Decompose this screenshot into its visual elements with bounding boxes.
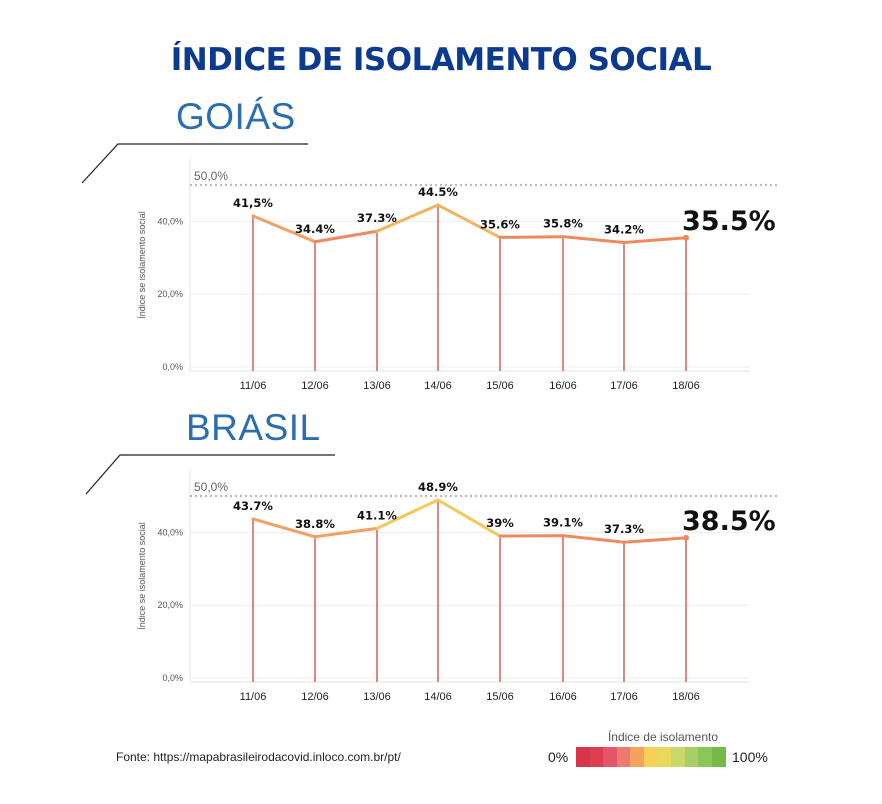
data-label: 34.2% xyxy=(604,223,644,237)
x-tick-label: 13/06 xyxy=(363,691,391,703)
series-line-segment xyxy=(561,235,626,245)
series-line-segment xyxy=(561,534,626,544)
series-line-segment xyxy=(436,498,502,538)
legend-swatch xyxy=(589,747,604,767)
series-line-segment xyxy=(498,235,565,239)
series-line-segment xyxy=(251,214,317,244)
main-title: ÍNDICE DE ISOLAMENTO SOCIAL xyxy=(170,42,712,78)
y-tick-label: 20,0% xyxy=(157,600,183,610)
data-label: 48.9% xyxy=(418,480,458,494)
legend-swatch xyxy=(671,747,685,767)
data-label: 35.6% xyxy=(480,217,520,231)
legend-swatch xyxy=(657,747,672,767)
legend-title: Índice de isolamento xyxy=(607,730,719,744)
x-tick-label: 16/06 xyxy=(549,380,577,392)
legend-max-label: 100% xyxy=(732,749,768,765)
series-line-segment xyxy=(313,229,379,244)
goias-title-underline xyxy=(81,143,308,184)
x-tick-label: 15/06 xyxy=(486,691,514,703)
data-label: 34.4% xyxy=(295,222,335,236)
series-line-segment xyxy=(313,526,379,539)
legend-swatch xyxy=(711,747,726,767)
brasil-line-chart: 0,0% 20,0% 40,0% 50,0% Índice se isolamento … xyxy=(137,470,778,703)
reference-label: 50,0% xyxy=(194,169,228,183)
y-tick-label: 0,0% xyxy=(162,673,183,683)
x-tick-label: 14/06 xyxy=(424,691,452,703)
brasil-title-underline xyxy=(85,454,335,495)
x-tick-label: 18/06 xyxy=(672,380,700,392)
x-tick-label: 14/06 xyxy=(424,380,452,392)
brasil-region-title: BRASIL xyxy=(186,407,321,448)
data-label: 44.5% xyxy=(418,185,458,199)
legend-swatch xyxy=(603,747,617,767)
series-line-segment xyxy=(622,536,688,544)
y-tick-label: 40,0% xyxy=(157,527,183,537)
source-text: Fonte: https://mapabrasileirodacovid.inl… xyxy=(116,750,401,764)
data-label: 39.1% xyxy=(543,516,583,530)
data-label: 39% xyxy=(486,516,514,530)
x-tick-label: 12/06 xyxy=(301,691,329,703)
highlight-value-label: 35.5% xyxy=(682,206,776,237)
series-line-segment xyxy=(622,236,688,245)
legend-swatch xyxy=(698,747,712,767)
y-axis-label: Índice se isolamento social xyxy=(137,522,147,630)
data-label: 38.8% xyxy=(295,517,335,531)
legend-swatch xyxy=(684,747,699,767)
data-label: 37.3% xyxy=(357,211,397,225)
series-line-segment xyxy=(251,517,317,539)
legend-swatch xyxy=(616,747,631,767)
y-tick-label: 40,0% xyxy=(157,216,183,226)
data-label: 35.8% xyxy=(543,217,583,231)
x-tick-label: 17/06 xyxy=(610,691,638,703)
y-axis-label: Índice se isolamento social xyxy=(137,211,147,319)
legend-swatch xyxy=(643,747,658,767)
series-line-segment xyxy=(375,498,440,530)
x-tick-label: 16/06 xyxy=(549,691,577,703)
highlight-value-label: 38.5% xyxy=(682,506,776,537)
series-line-segment xyxy=(375,203,440,233)
goias-line-chart: 0,0% 20,0% 40,0% 50,0% Índice se isolamento … xyxy=(137,159,778,392)
x-tick-label: 11/06 xyxy=(240,380,267,392)
x-tick-label: 18/06 xyxy=(672,691,700,703)
legend-color-scale xyxy=(576,747,726,767)
series-line-segment xyxy=(436,203,502,239)
data-point xyxy=(683,234,689,241)
x-tick-label: 17/06 xyxy=(610,380,638,392)
goias-region-title: GOIÁS xyxy=(176,96,296,137)
legend-swatch xyxy=(576,747,590,767)
legend-min-label: 0% xyxy=(548,749,569,765)
data-label: 41.1% xyxy=(357,508,397,522)
data-label: 37.3% xyxy=(604,522,644,536)
y-tick-label: 0,0% xyxy=(162,362,183,372)
data-label: 41,5% xyxy=(233,196,273,210)
legend-swatch xyxy=(630,747,644,767)
x-tick-label: 11/06 xyxy=(240,691,267,703)
data-label: 43.7% xyxy=(233,499,273,513)
data-point xyxy=(683,534,689,541)
x-tick-label: 15/06 xyxy=(486,380,514,392)
reference-label: 50,0% xyxy=(194,480,228,494)
y-tick-label: 20,0% xyxy=(157,289,183,299)
x-tick-label: 12/06 xyxy=(301,380,329,392)
x-tick-label: 13/06 xyxy=(363,380,391,392)
